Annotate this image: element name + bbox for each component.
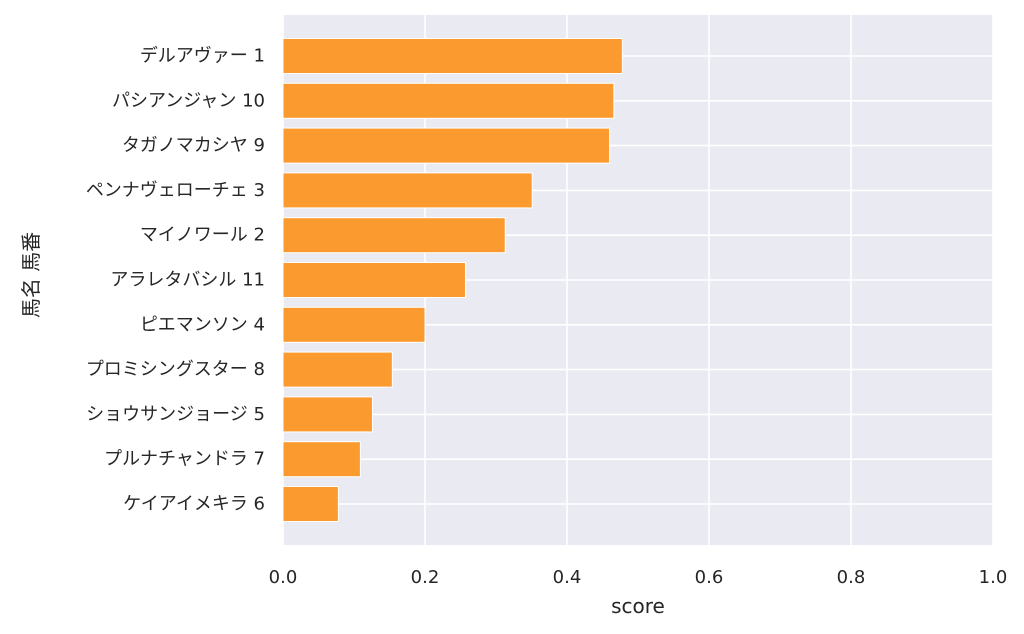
bar-7 <box>282 351 393 388</box>
bar-6 <box>282 306 426 343</box>
x-tick-label-0: 0.0 <box>269 567 298 588</box>
y-tick-label-6: ピエマンソン 4 <box>140 314 265 335</box>
y-tick-label-3: ペンナヴェローチェ 3 <box>86 180 265 201</box>
y-tick-label-5: アラレタバシル 11 <box>110 270 265 291</box>
y-tick-label-2: タガノマカシヤ 9 <box>122 135 265 156</box>
bar-8 <box>282 396 373 433</box>
y-tick-label-0: デルアヴァー 1 <box>140 46 265 67</box>
y-tick-label-9: プルナチャンドラ 7 <box>104 449 265 470</box>
bar-2 <box>282 127 611 164</box>
x-axis-label: score <box>611 594 665 618</box>
x-tick-label-3: 0.6 <box>695 567 724 588</box>
y-tick-label-10: ケイアイメキラ 6 <box>123 494 265 515</box>
bar-1 <box>282 82 615 119</box>
y-tick-labels: デルアヴァー 1 パシアンジャン 10 タガノマカシヤ 9 ペンナヴェローチェ 3 マイ… <box>86 46 265 515</box>
y-tick-label-7: プロミシングスター 8 <box>86 359 265 380</box>
x-tick-label-2: 0.4 <box>553 567 582 588</box>
bar-3 <box>282 172 533 209</box>
bar-5 <box>282 262 466 298</box>
bar-9 <box>282 441 361 478</box>
bar-0 <box>282 38 623 74</box>
x-tick-label-1: 0.2 <box>411 567 440 588</box>
x-tick-label-5: 1.0 <box>979 567 1008 588</box>
y-tick-label-4: マイノワール 2 <box>140 225 265 246</box>
bar-4 <box>282 217 506 254</box>
x-tick-labels: 0.0 0.2 0.4 0.6 0.8 1.0 <box>269 567 1008 588</box>
bars <box>282 38 623 522</box>
y-tick-label-1: パシアンジャン 10 <box>112 90 265 111</box>
bar-10 <box>282 486 339 522</box>
y-axis-label: 馬名 馬番 <box>19 232 43 318</box>
y-tick-label-8: ショウサンジョージ 5 <box>86 404 265 425</box>
x-tick-label-4: 0.8 <box>837 567 866 588</box>
